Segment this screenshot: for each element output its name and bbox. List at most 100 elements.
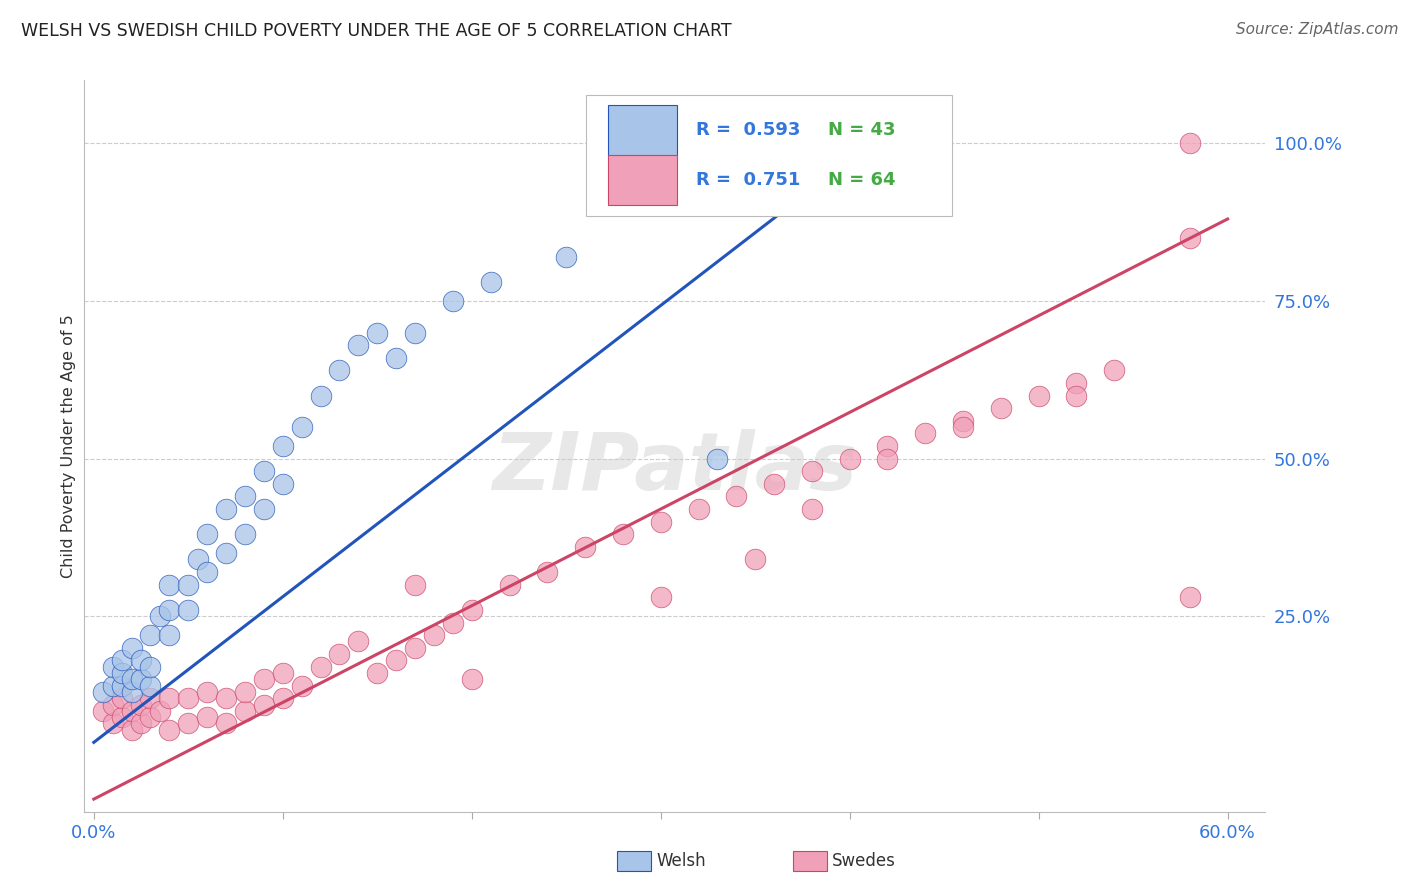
Point: [157, 691, 180, 706]
Point: [498, 578, 520, 592]
Point: [612, 527, 634, 541]
Point: [177, 716, 200, 731]
Point: [121, 640, 143, 655]
Point: [366, 665, 388, 680]
Point: [129, 653, 152, 667]
Point: [177, 578, 200, 592]
Point: [129, 698, 152, 712]
Point: [177, 691, 200, 706]
Point: [404, 578, 426, 592]
Point: [233, 685, 256, 699]
Point: [461, 673, 484, 687]
Point: [101, 659, 124, 673]
Point: [479, 275, 502, 289]
Point: [111, 710, 134, 724]
Point: [574, 540, 596, 554]
Point: [195, 710, 218, 724]
Point: [441, 293, 464, 308]
Point: [555, 250, 578, 264]
Point: [952, 420, 974, 434]
Point: [101, 698, 124, 712]
Text: Swedes: Swedes: [832, 852, 896, 870]
Point: [1178, 591, 1201, 605]
Point: [101, 716, 124, 731]
Point: [139, 679, 162, 693]
Point: [1066, 376, 1088, 390]
Point: [271, 665, 294, 680]
Point: [111, 665, 134, 680]
Point: [744, 552, 766, 566]
Point: [536, 565, 558, 579]
Point: [1102, 363, 1125, 377]
Point: [328, 647, 350, 661]
Point: [271, 439, 294, 453]
Text: WELSH VS SWEDISH CHILD POVERTY UNDER THE AGE OF 5 CORRELATION CHART: WELSH VS SWEDISH CHILD POVERTY UNDER THE…: [21, 22, 731, 40]
Point: [271, 476, 294, 491]
Point: [650, 515, 672, 529]
Point: [195, 527, 218, 541]
Point: [233, 490, 256, 504]
Point: [650, 591, 672, 605]
Point: [129, 716, 152, 731]
Point: [800, 464, 823, 478]
Point: [215, 691, 238, 706]
Point: [990, 401, 1012, 416]
Point: [195, 565, 218, 579]
Text: R =  0.751: R = 0.751: [696, 171, 800, 189]
Point: [914, 426, 936, 441]
FancyBboxPatch shape: [586, 95, 952, 216]
Point: [385, 351, 408, 365]
Point: [177, 603, 200, 617]
Point: [121, 723, 143, 737]
Point: [233, 527, 256, 541]
Point: [404, 640, 426, 655]
Point: [215, 502, 238, 516]
Point: [876, 136, 898, 151]
Point: [157, 578, 180, 592]
Point: [253, 464, 276, 478]
Point: [129, 673, 152, 687]
Point: [139, 710, 162, 724]
Point: [253, 698, 276, 712]
FancyBboxPatch shape: [607, 105, 678, 155]
Point: [725, 490, 748, 504]
Point: [404, 326, 426, 340]
Point: [876, 439, 898, 453]
Point: [233, 704, 256, 718]
Point: [1178, 231, 1201, 245]
Point: [328, 363, 350, 377]
Point: [149, 704, 172, 718]
Y-axis label: Child Poverty Under the Age of 5: Child Poverty Under the Age of 5: [60, 314, 76, 578]
Point: [253, 502, 276, 516]
Point: [215, 716, 238, 731]
Point: [1028, 388, 1050, 402]
Point: [139, 691, 162, 706]
Point: [111, 679, 134, 693]
Point: [271, 691, 294, 706]
Point: [688, 502, 710, 516]
Point: [91, 685, 114, 699]
Point: [187, 552, 209, 566]
Point: [139, 628, 162, 642]
Text: N = 43: N = 43: [828, 121, 896, 139]
Point: [366, 326, 388, 340]
Point: [461, 603, 484, 617]
Point: [157, 628, 180, 642]
Point: [291, 679, 314, 693]
Text: R =  0.593: R = 0.593: [696, 121, 800, 139]
FancyBboxPatch shape: [607, 155, 678, 205]
Point: [157, 723, 180, 737]
Point: [149, 609, 172, 624]
Text: Source: ZipAtlas.com: Source: ZipAtlas.com: [1236, 22, 1399, 37]
Point: [952, 414, 974, 428]
Point: [876, 451, 898, 466]
Text: N = 64: N = 64: [828, 171, 896, 189]
Text: Welsh: Welsh: [657, 852, 706, 870]
Point: [253, 673, 276, 687]
Text: ZIPatlas: ZIPatlas: [492, 429, 858, 507]
Point: [195, 685, 218, 699]
Point: [763, 476, 786, 491]
Point: [111, 691, 134, 706]
Point: [121, 685, 143, 699]
Point: [139, 659, 162, 673]
